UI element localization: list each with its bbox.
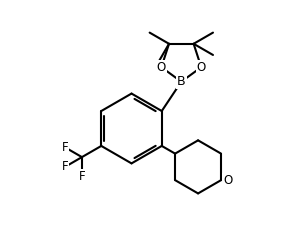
Text: O: O	[197, 61, 206, 74]
Text: F: F	[62, 160, 68, 173]
Text: F: F	[79, 170, 85, 183]
Text: B: B	[177, 75, 186, 88]
Text: F: F	[62, 141, 68, 154]
Text: O: O	[224, 174, 233, 187]
Text: O: O	[157, 61, 166, 74]
